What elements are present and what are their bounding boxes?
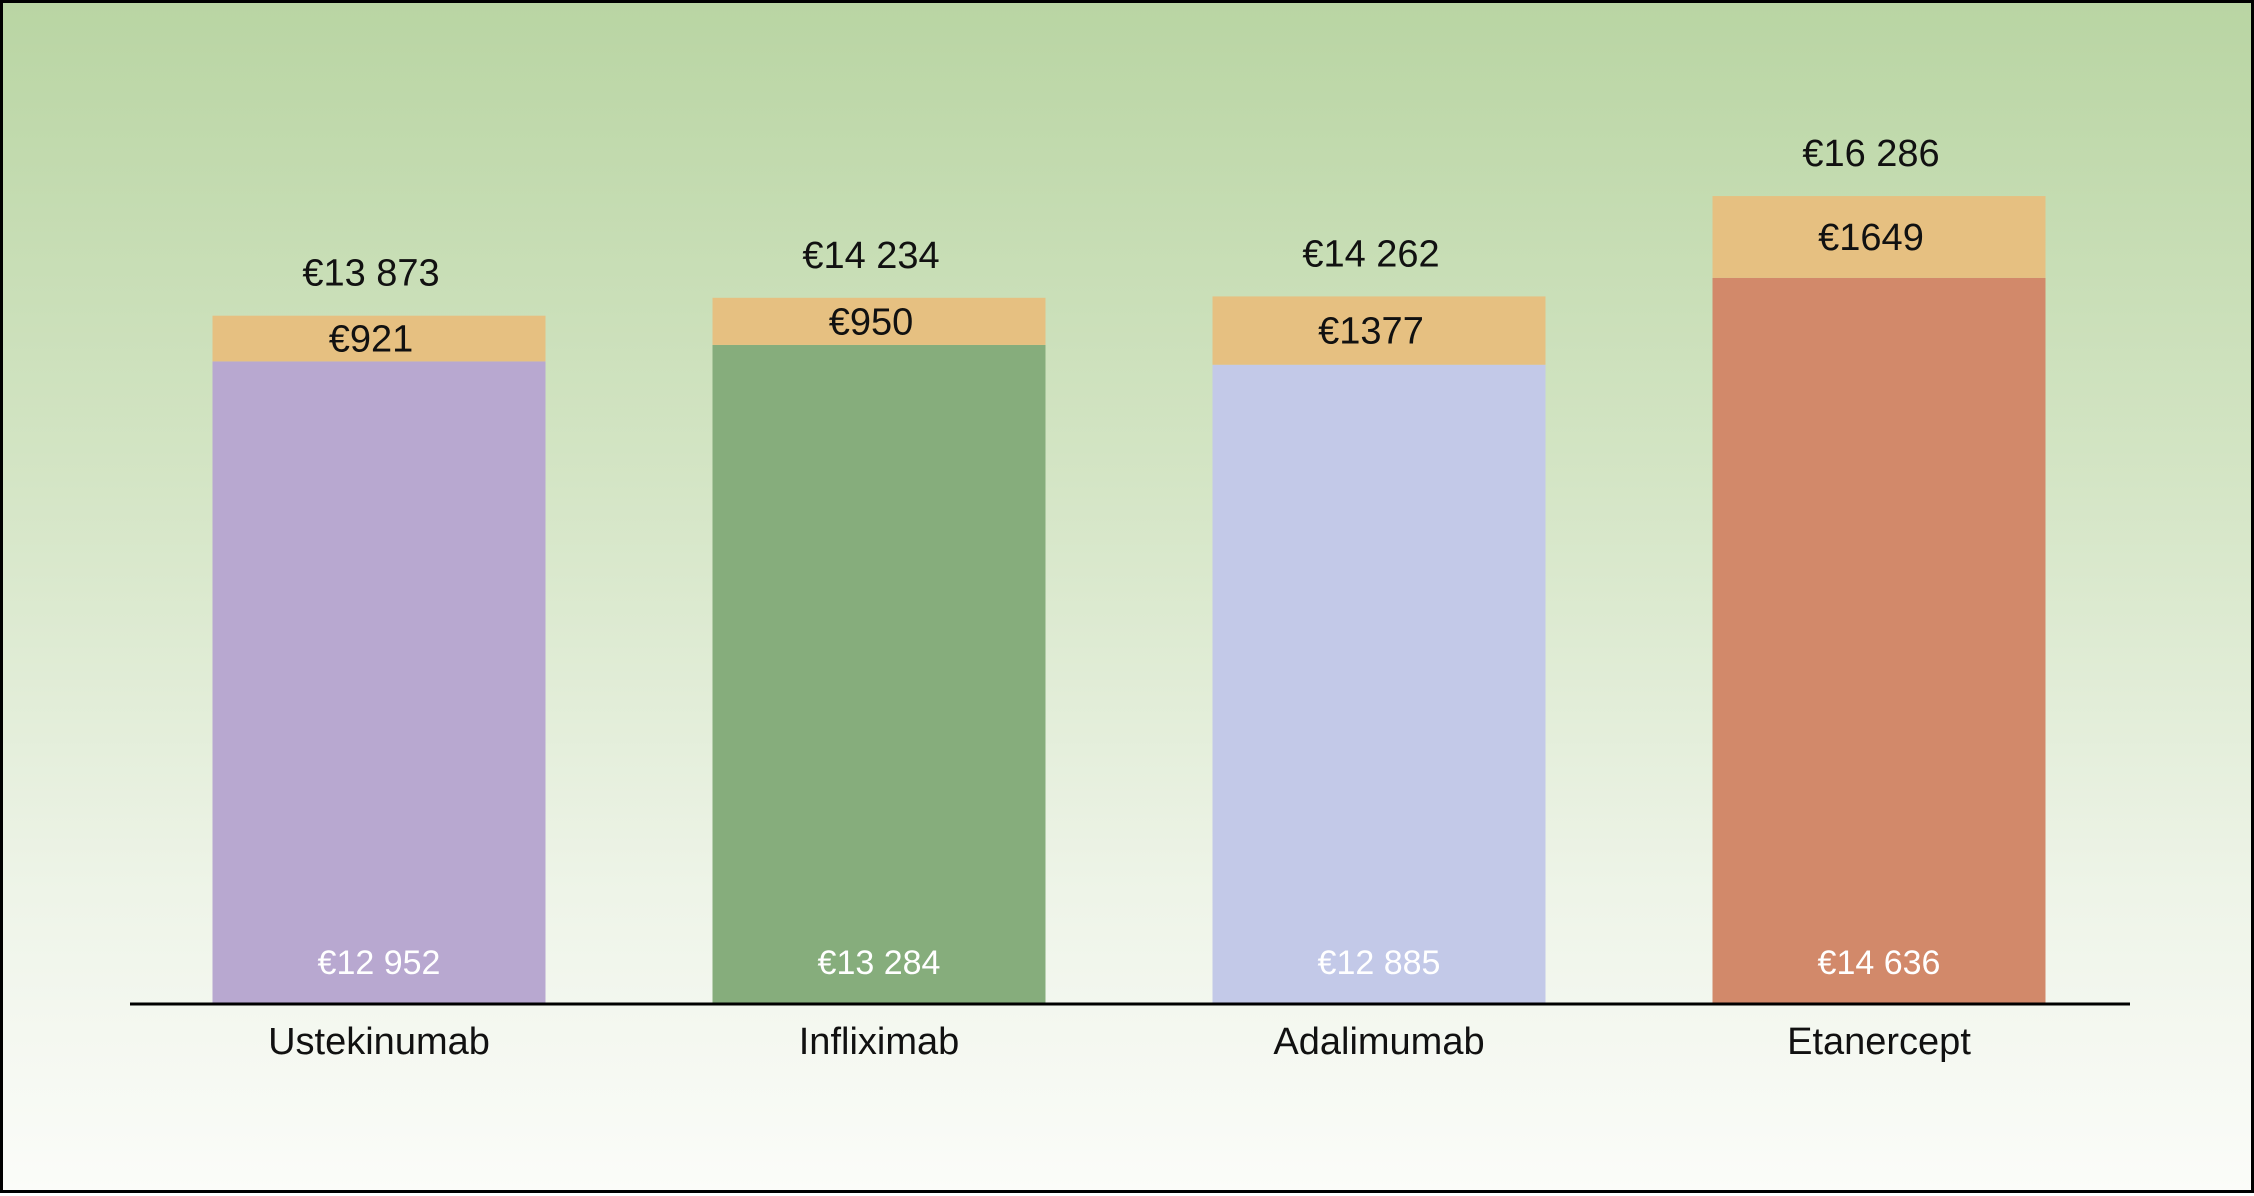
bar-top-infliximab <box>712 297 1046 345</box>
bar-base-etanercept <box>1712 277 2046 1005</box>
base-value-label: €12 885 <box>1318 944 1441 982</box>
bar-top-etanercept <box>1712 196 2046 278</box>
bar-top-ustekinumab <box>212 315 546 362</box>
bar-base-adalimumab <box>1212 364 1546 1004</box>
category-label-ustekinumab: Ustekinumab <box>268 1021 490 1063</box>
top-value-label: €1377 <box>1318 311 1424 353</box>
stacked-bar-chart: €12 952 €921 €13 873 Ustekinumab €13 284 €950… <box>130 133 2130 1063</box>
total-value-label: €14 234 <box>802 235 939 277</box>
top-value-label: €950 <box>829 301 914 343</box>
category-label-infliximab: Infliximab <box>799 1021 960 1063</box>
total-value-label: €14 262 <box>1302 233 1439 275</box>
category-label-etanercept: Etanercept <box>1787 1021 1971 1063</box>
base-value-label: €12 952 <box>318 944 441 982</box>
bars-group <box>212 196 2046 1005</box>
bar-base-infliximab <box>712 344 1046 1004</box>
top-value-label: €1649 <box>1818 217 1924 259</box>
bar-top-adalimumab <box>1212 296 1546 365</box>
labels-group: €12 952 €921 €13 873 Ustekinumab €13 284 €950… <box>268 133 1971 1063</box>
top-value-label: €921 <box>329 319 414 361</box>
category-label-adalimumab: Adalimumab <box>1273 1021 1484 1063</box>
base-value-label: €13 284 <box>818 944 941 982</box>
total-value-label: €13 873 <box>302 253 439 295</box>
total-value-label: €16 286 <box>1802 133 1939 175</box>
bar-base-ustekinumab <box>212 361 546 1004</box>
base-value-label: €14 636 <box>1818 944 1941 982</box>
